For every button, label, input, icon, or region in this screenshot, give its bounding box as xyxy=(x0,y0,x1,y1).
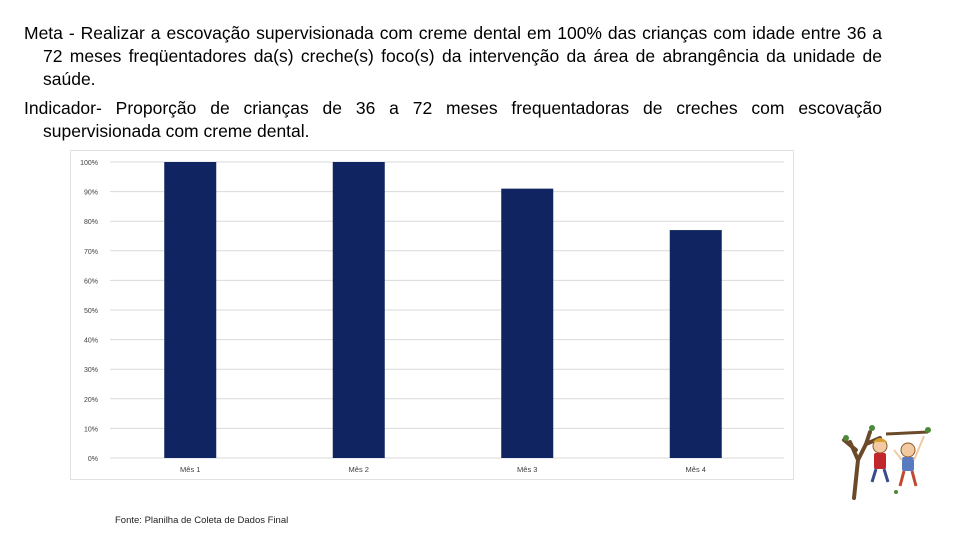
y-axis-ticks: 0% 10% 20% 30% 40% 50% 60% 70% 80% 90% 100% xyxy=(80,160,98,463)
y-tick-label: 80% xyxy=(84,219,98,226)
y-tick-label: 50% xyxy=(84,308,98,315)
y-tick-label: 0% xyxy=(88,456,98,463)
y-tick-label: 90% xyxy=(84,190,98,197)
x-tick-label: Mês 2 xyxy=(349,465,369,474)
y-tick-label: 70% xyxy=(84,249,98,256)
x-tick-label: Mês 3 xyxy=(517,465,537,474)
y-tick-label: 100% xyxy=(80,160,98,167)
meta-text: Meta - Realizar a escovação supervisiona… xyxy=(24,23,882,89)
source-note: Fonte: Planilha de Coleta de Dados Final xyxy=(115,515,289,526)
chart-bars xyxy=(164,162,722,458)
y-tick-label: 40% xyxy=(84,338,98,345)
bar xyxy=(669,230,722,458)
x-tick-label: Mês 4 xyxy=(686,465,706,474)
bar xyxy=(164,162,217,458)
y-tick-label: 30% xyxy=(84,367,98,374)
y-tick-label: 60% xyxy=(84,278,98,285)
bar xyxy=(332,162,385,458)
x-axis-ticks: Mês 1 Mês 2 Mês 3 Mês 4 xyxy=(180,465,706,474)
kids-tree-illustration-icon xyxy=(842,425,931,500)
y-tick-label: 20% xyxy=(84,397,98,404)
indicator-text: Indicador- Proporção de crianças de 36 a… xyxy=(24,98,882,141)
y-tick-label: 10% xyxy=(84,426,98,433)
x-tick-label: Mês 1 xyxy=(180,465,200,474)
bar xyxy=(501,188,554,458)
